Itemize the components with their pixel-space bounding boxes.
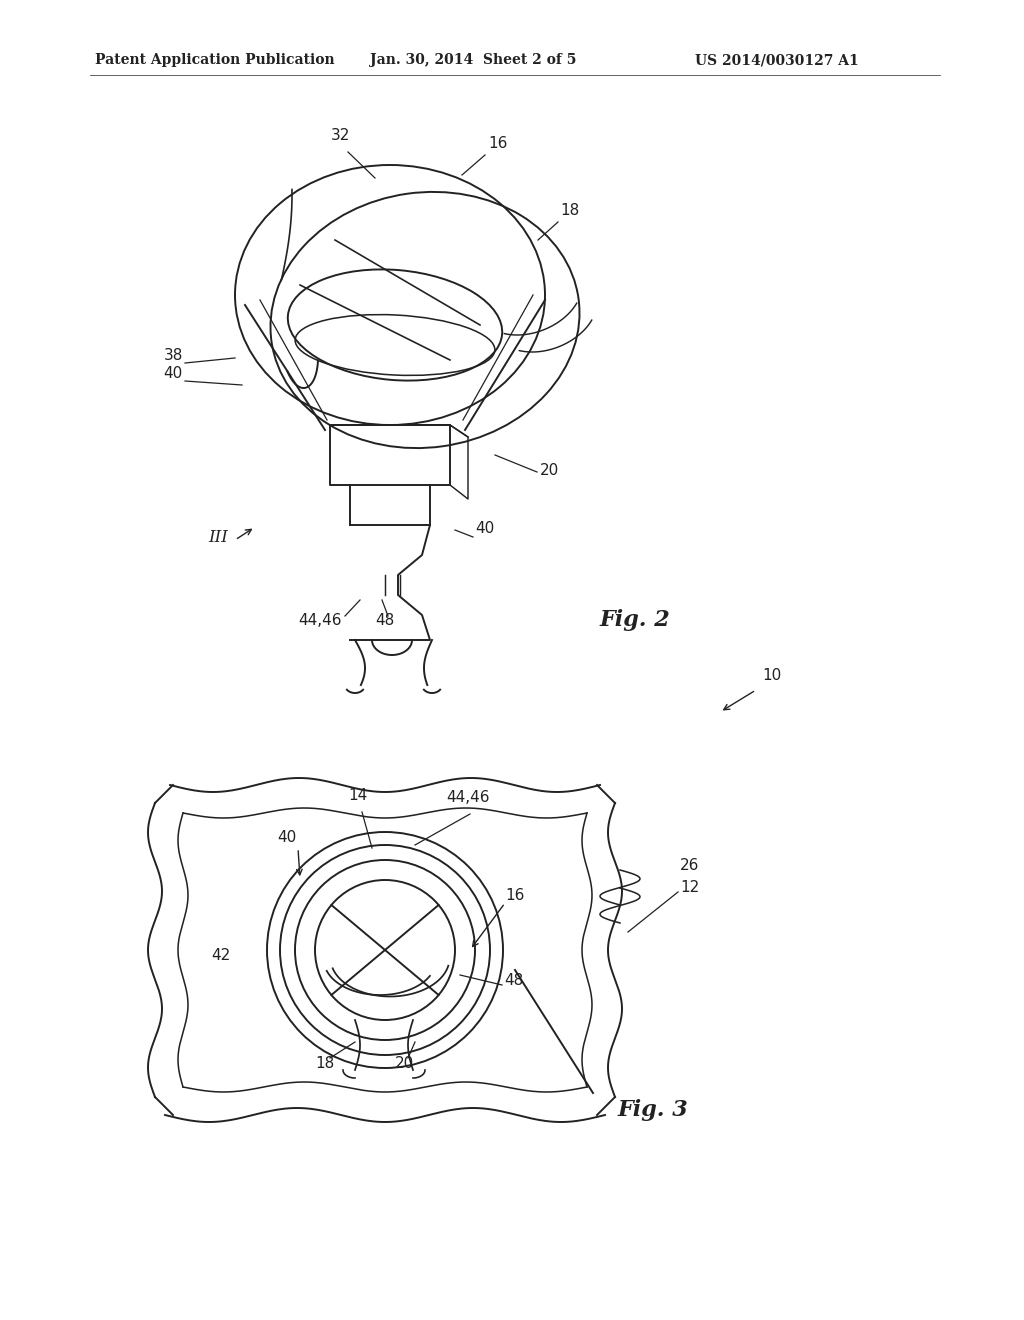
Text: III: III	[208, 529, 228, 546]
Text: 16: 16	[505, 888, 524, 903]
Text: 38: 38	[164, 348, 183, 363]
Text: Patent Application Publication: Patent Application Publication	[95, 53, 335, 67]
Text: 32: 32	[331, 128, 349, 143]
Text: 18: 18	[560, 203, 580, 218]
Text: 42: 42	[211, 948, 230, 964]
Text: 48: 48	[504, 973, 523, 987]
Text: 48: 48	[376, 612, 394, 628]
Text: Jan. 30, 2014  Sheet 2 of 5: Jan. 30, 2014 Sheet 2 of 5	[370, 53, 577, 67]
Text: 40: 40	[276, 830, 296, 845]
Text: 14: 14	[348, 788, 368, 803]
Text: 40: 40	[475, 521, 495, 536]
Text: US 2014/0030127 A1: US 2014/0030127 A1	[695, 53, 859, 67]
Text: 18: 18	[315, 1056, 335, 1071]
Text: 44,46: 44,46	[446, 789, 489, 805]
Text: Fig. 2: Fig. 2	[600, 609, 671, 631]
Text: 10: 10	[762, 668, 781, 682]
Text: 44,46: 44,46	[298, 612, 342, 628]
Text: 20: 20	[540, 463, 559, 478]
Text: 16: 16	[488, 136, 507, 150]
Text: 12: 12	[680, 880, 699, 895]
Text: Fig. 3: Fig. 3	[618, 1100, 689, 1121]
Text: 20: 20	[395, 1056, 415, 1071]
Text: 40: 40	[164, 366, 183, 381]
Text: 26: 26	[680, 858, 699, 873]
